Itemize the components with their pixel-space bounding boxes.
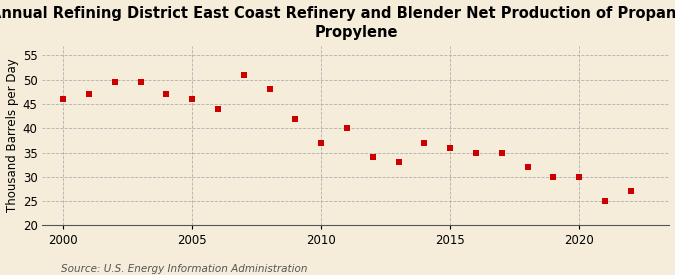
Point: [470, 150, 481, 155]
Point: [367, 155, 378, 160]
Point: [419, 141, 430, 145]
Point: [213, 107, 223, 111]
Point: [342, 126, 352, 130]
Point: [522, 165, 533, 169]
Point: [238, 73, 249, 77]
Point: [316, 141, 327, 145]
Point: [393, 160, 404, 164]
Point: [161, 92, 171, 97]
Point: [57, 97, 68, 101]
Point: [445, 145, 456, 150]
Text: Source: U.S. Energy Information Administration: Source: U.S. Energy Information Administ…: [61, 264, 307, 274]
Point: [574, 175, 585, 179]
Point: [625, 189, 636, 194]
Point: [496, 150, 507, 155]
Point: [548, 175, 559, 179]
Y-axis label: Thousand Barrels per Day: Thousand Barrels per Day: [5, 59, 18, 212]
Point: [135, 80, 146, 84]
Point: [109, 80, 120, 84]
Title: Annual Refining District East Coast Refinery and Blender Net Production of Propa: Annual Refining District East Coast Refi…: [0, 6, 675, 40]
Point: [599, 199, 610, 203]
Point: [264, 87, 275, 92]
Point: [84, 92, 95, 97]
Point: [187, 97, 198, 101]
Point: [290, 116, 301, 121]
